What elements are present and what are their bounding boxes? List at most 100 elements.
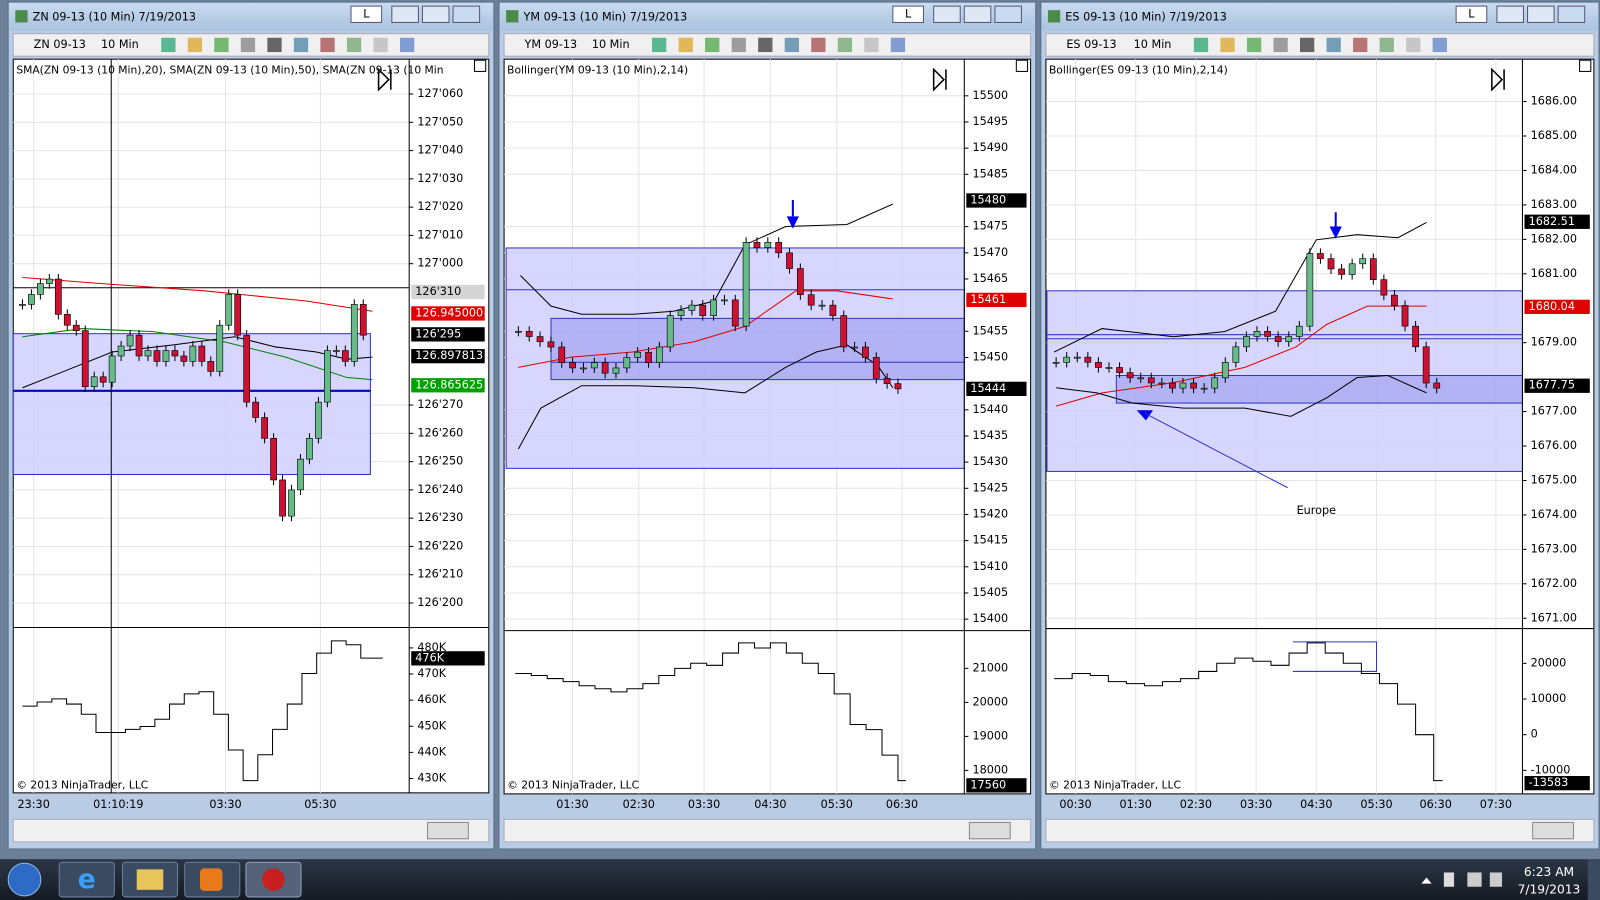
interval-selector[interactable]: 10 Min — [592, 38, 630, 51]
copyright: © 2013 NinjaTrader, LLC — [507, 779, 639, 792]
toolbar-icon[interactable] — [1326, 37, 1341, 53]
candle — [198, 345, 206, 362]
scrollbar[interactable] — [503, 818, 1032, 843]
toolbar-icon[interactable] — [187, 37, 203, 53]
ie-button[interactable] — [58, 861, 115, 898]
maximize-button[interactable] — [1527, 5, 1555, 23]
lock-button[interactable] — [1455, 5, 1488, 23]
toolbar-icon[interactable] — [758, 37, 773, 53]
maximize-button[interactable] — [421, 5, 450, 23]
close-button[interactable] — [1557, 5, 1586, 23]
toolbar-icon[interactable] — [1353, 37, 1368, 53]
y-tick-label: 15475 — [972, 220, 1008, 233]
toolbar-icon[interactable] — [731, 37, 746, 53]
toolbar-icon[interactable] — [811, 37, 826, 53]
close-button[interactable] — [452, 5, 481, 23]
toolbar-icon[interactable] — [1246, 37, 1262, 53]
toolbar-icon[interactable] — [1273, 37, 1288, 53]
candle — [796, 268, 804, 295]
close-button[interactable] — [994, 5, 1022, 23]
minimize-button[interactable] — [391, 5, 419, 23]
toolbar-icon[interactable] — [837, 37, 853, 53]
toolbar-icon[interactable] — [890, 37, 906, 53]
windows: ZN 09-13 (10 Min) 7/19/2013 L ZN 09-13 10 M… — [7, 1, 1600, 850]
scroll-thumb[interactable] — [427, 821, 469, 840]
toolbar-icon[interactable] — [784, 37, 799, 53]
toolbar-icon[interactable] — [267, 37, 282, 53]
x-tick-label: 06:30 — [886, 798, 918, 811]
start-button[interactable] — [7, 862, 42, 897]
toolbar-icon[interactable] — [1379, 37, 1394, 53]
scroll-thumb[interactable] — [968, 821, 1011, 840]
volume-tick-label: 0 — [1531, 728, 1538, 741]
toolbar-icon[interactable] — [1432, 37, 1447, 53]
x-tick-label: 05:30 — [304, 798, 336, 811]
toolbar-icon[interactable] — [320, 37, 335, 53]
y-tick-label: 15500 — [972, 89, 1008, 102]
toolbar-icon[interactable] — [864, 37, 879, 53]
candle — [117, 345, 125, 357]
candle — [731, 299, 739, 327]
toolbar-icon[interactable] — [240, 37, 256, 53]
x-tick-label: 07:30 — [1480, 798, 1512, 811]
price-flag — [411, 306, 485, 321]
toolbar-icon[interactable] — [652, 37, 667, 53]
scrollbar[interactable] — [1045, 818, 1595, 843]
y-tick-label: 126'200 — [417, 596, 463, 609]
tray-network[interactable] — [1467, 872, 1482, 887]
properties-button[interactable] — [473, 59, 487, 72]
scroll-thumb[interactable] — [1532, 821, 1574, 840]
scrollbar[interactable] — [12, 818, 490, 843]
interval-selector[interactable]: 10 Min — [1134, 38, 1172, 51]
maximize-button[interactable] — [963, 5, 992, 23]
toolbar-icon[interactable] — [678, 37, 693, 53]
scroll-to-end[interactable] — [377, 67, 392, 92]
instrument-selector[interactable]: ZN 09-13 — [34, 38, 86, 51]
toolbar-icon[interactable] — [373, 37, 388, 53]
toolbar-icon[interactable] — [400, 37, 415, 53]
candle — [1169, 382, 1176, 389]
properties-button[interactable] — [1579, 59, 1592, 72]
bollinger-mid — [518, 290, 893, 368]
price-flag — [1524, 214, 1590, 229]
show-desktop[interactable] — [1587, 859, 1600, 900]
copyright: © 2013 NinjaTrader, LLC — [16, 779, 148, 792]
y-tick-label: 15450 — [972, 350, 1008, 363]
y-tick-label: 15455 — [972, 324, 1008, 337]
instrument-selector[interactable]: ES 09-13 — [1066, 38, 1116, 51]
properties-button[interactable] — [1015, 59, 1029, 72]
toolbar-icon[interactable] — [1220, 37, 1235, 53]
minimize-button[interactable] — [933, 5, 961, 23]
toolbar-icon[interactable] — [1406, 37, 1421, 53]
toolbar-icon[interactable] — [293, 37, 309, 53]
toolbar-icon[interactable] — [1300, 37, 1315, 53]
candle — [634, 351, 642, 358]
tray-arrow[interactable] — [1421, 877, 1432, 884]
candle — [601, 362, 609, 374]
lock-button[interactable] — [350, 5, 383, 23]
candle — [1253, 331, 1261, 337]
interval-selector[interactable]: 10 Min — [101, 38, 139, 51]
price-flag-label: 126.865625 — [415, 378, 483, 391]
tray-volume[interactable] — [1489, 872, 1503, 887]
candle — [1306, 253, 1314, 327]
lock-button[interactable] — [892, 5, 924, 23]
y-tick-label: 1675.00 — [1531, 473, 1577, 486]
volume-tick-label: 20000 — [972, 695, 1008, 708]
toolbar-icon[interactable] — [161, 37, 176, 53]
price-flag — [1524, 299, 1590, 314]
candle — [45, 278, 53, 284]
y-tick-label: 1683.00 — [1531, 198, 1577, 211]
scroll-to-end[interactable] — [932, 67, 947, 92]
toolbar-icon[interactable] — [346, 37, 362, 53]
scroll-to-end[interactable] — [1491, 67, 1505, 92]
x-tick-label: 04:30 — [754, 798, 786, 811]
minimize-button[interactable] — [1496, 5, 1524, 23]
toolbar-icon[interactable] — [214, 37, 229, 53]
y-tick-label: 15410 — [972, 560, 1008, 573]
toolbar-icon[interactable] — [1193, 37, 1209, 53]
tray-flag[interactable] — [1443, 872, 1455, 887]
instrument-selector[interactable]: YM 09-13 — [523, 38, 577, 51]
candle — [1433, 382, 1441, 389]
toolbar-icon[interactable] — [705, 37, 720, 53]
